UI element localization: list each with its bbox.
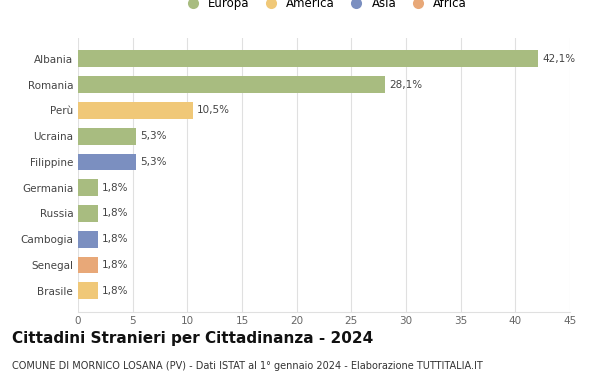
Text: Cittadini Stranieri per Cittadinanza - 2024: Cittadini Stranieri per Cittadinanza - 2… [12,331,373,345]
Bar [78,282,98,299]
Text: 1,8%: 1,8% [102,209,128,218]
Bar [78,256,98,273]
Legend: Europa, America, Asia, Africa: Europa, America, Asia, Africa [179,0,469,13]
Bar [78,51,538,67]
Bar [78,154,136,170]
Text: 1,8%: 1,8% [102,260,128,270]
Text: 1,8%: 1,8% [102,234,128,244]
Bar [78,205,98,222]
Text: 42,1%: 42,1% [542,54,576,64]
Text: 5,3%: 5,3% [140,131,167,141]
Text: 1,8%: 1,8% [102,286,128,296]
Text: 28,1%: 28,1% [389,79,423,90]
Bar [78,231,98,248]
Text: 10,5%: 10,5% [197,105,230,116]
Bar [78,76,385,93]
Text: 1,8%: 1,8% [102,183,128,193]
Text: 5,3%: 5,3% [140,157,167,167]
Bar [78,102,193,119]
Bar [78,128,136,144]
Bar [78,179,98,196]
Text: COMUNE DI MORNICO LOSANA (PV) - Dati ISTAT al 1° gennaio 2024 - Elaborazione TUT: COMUNE DI MORNICO LOSANA (PV) - Dati IST… [12,361,483,371]
